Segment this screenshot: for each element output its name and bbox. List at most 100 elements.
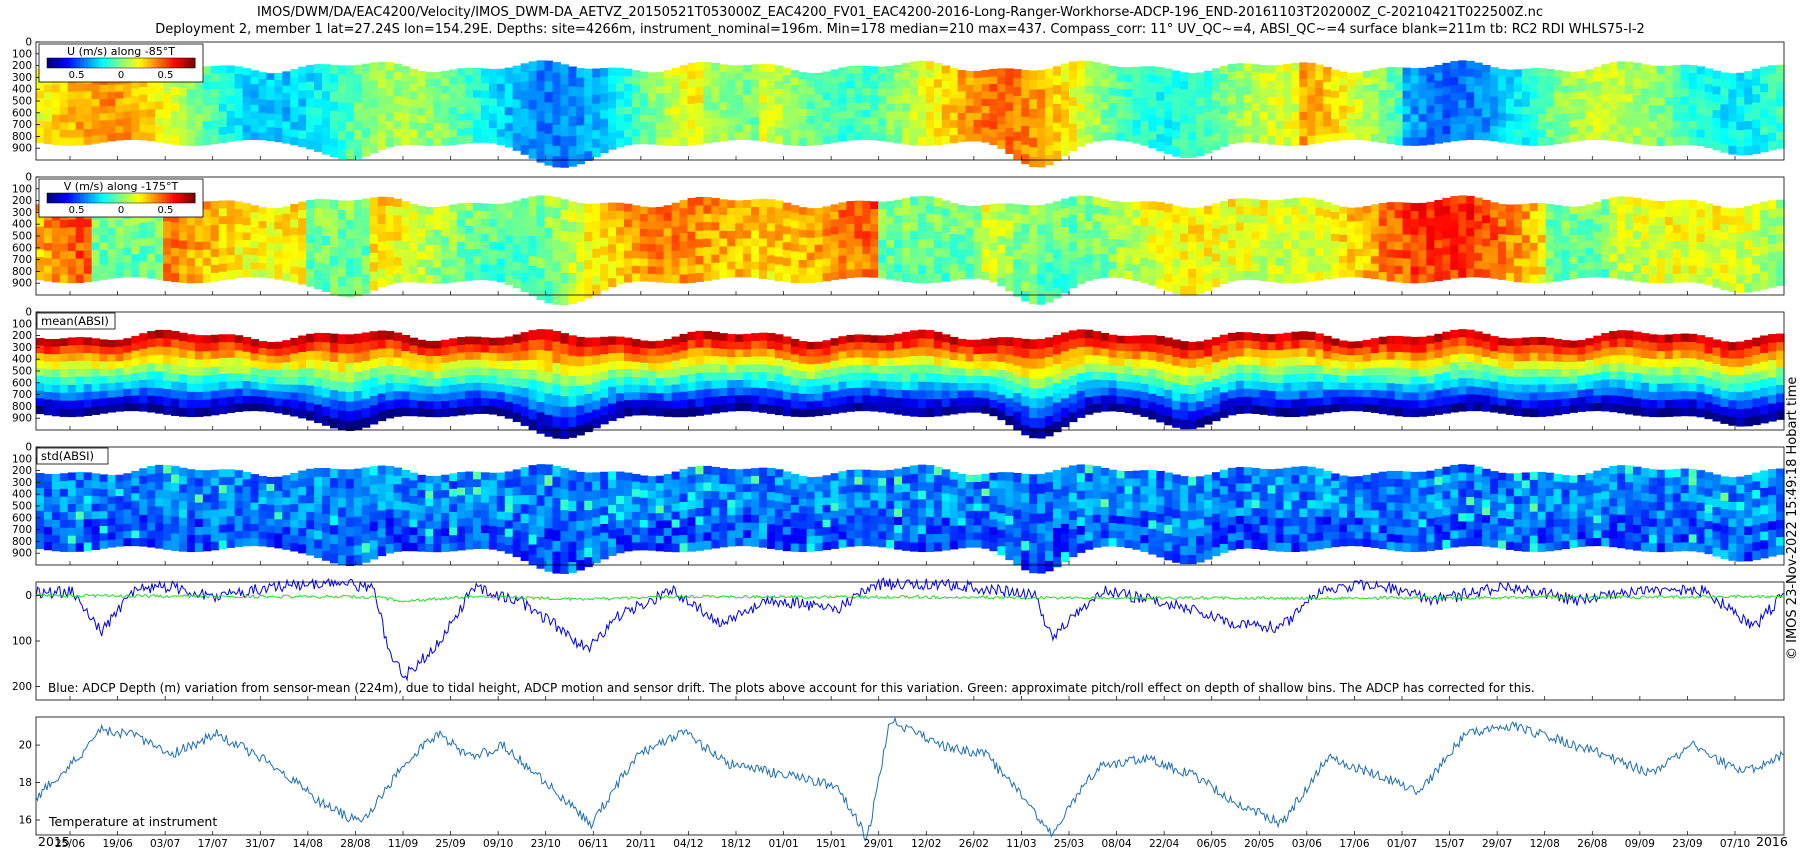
heatmap-cell: [361, 332, 371, 343]
heatmap-cell: [886, 96, 895, 105]
heatmap-cell: [576, 291, 585, 302]
heatmap-cell: [592, 203, 601, 214]
heatmap-cell: [973, 242, 983, 250]
colorbar-swatch: [121, 193, 126, 203]
heatmap-cell: [1005, 93, 1014, 103]
heatmap-cell: [1752, 85, 1761, 95]
heatmap-cell: [1640, 249, 1650, 258]
heatmap-cell: [910, 256, 919, 266]
heatmap-cell: [67, 258, 77, 268]
colorbar-swatch: [124, 193, 129, 203]
heatmap-cell: [99, 346, 109, 355]
heatmap-cell: [465, 82, 474, 91]
heatmap-cell: [1092, 78, 1102, 87]
heatmap-cell: [1124, 126, 1134, 135]
heatmap-cell: [1537, 114, 1547, 123]
heatmap-cell: [67, 408, 77, 418]
heatmap-cell: [512, 226, 522, 237]
heatmap-cell: [337, 362, 347, 374]
heatmap-cell: [1005, 281, 1014, 292]
heatmap-cell: [345, 65, 355, 76]
heatmap-cell: [171, 398, 180, 408]
heatmap-cell: [1426, 201, 1435, 211]
heatmap-cell: [171, 103, 180, 112]
heatmap-cell: [1521, 203, 1531, 213]
heatmap-cell: [186, 137, 196, 146]
heatmap-cell: [242, 254, 252, 263]
heatmap-cell: [353, 130, 363, 141]
colorbar-swatch: [158, 193, 163, 203]
heatmap-cell: [727, 246, 736, 255]
heatmap-cell: [1482, 102, 1491, 111]
heatmap-cell: [377, 214, 387, 225]
heatmap-cell: [997, 203, 1006, 213]
heatmap-cell: [1712, 238, 1722, 247]
heatmap-cell: [1211, 211, 1221, 221]
heatmap-cell: [266, 229, 275, 237]
heatmap-cell: [1490, 255, 1499, 264]
heatmap-cell: [337, 210, 347, 221]
heatmap-cell: [782, 242, 792, 251]
heatmap-cell: [695, 78, 705, 88]
heatmap-cell: [322, 100, 331, 110]
heatmap-cell: [711, 238, 720, 248]
heatmap-cell: [1561, 128, 1571, 136]
heatmap-cell: [1744, 104, 1753, 114]
heatmap-cell: [345, 140, 355, 151]
heatmap-cell: [1521, 114, 1531, 123]
heatmap-cell: [218, 126, 228, 136]
heatmap-cell: [409, 219, 418, 228]
heatmap-cell: [91, 242, 101, 251]
heatmap-cell: [1045, 262, 1054, 273]
heatmap-cell: [139, 238, 148, 247]
heatmap-cell: [258, 403, 268, 412]
heatmap-cell: [393, 136, 403, 146]
heatmap-cell: [1577, 78, 1586, 86]
heatmap-cell: [385, 339, 395, 349]
heatmap-cell: [1394, 74, 1404, 84]
heatmap-cell: [242, 96, 252, 105]
heatmap-cell: [282, 135, 291, 144]
heatmap-cell: [1545, 219, 1555, 228]
heatmap-cell: [1283, 128, 1292, 138]
heatmap-cell: [1339, 78, 1348, 86]
heatmap-cell: [687, 248, 697, 258]
heatmap-cell: [1013, 131, 1022, 142]
heatmap-cell: [147, 85, 156, 95]
heatmap-cell: [1696, 121, 1706, 131]
heatmap-cell: [449, 129, 458, 138]
heatmap-cell: [1100, 230, 1110, 239]
heatmap-cell: [1418, 114, 1428, 123]
colorbar-swatch: [165, 193, 170, 203]
heatmap-cell: [910, 94, 919, 104]
heatmap-cell: [1593, 261, 1602, 270]
heatmap-cell: [1180, 277, 1189, 287]
heatmap-cell: [623, 250, 633, 260]
heatmap-cell: [322, 208, 331, 219]
heatmap-cell: [457, 83, 466, 92]
heatmap-cell: [1704, 99, 1714, 109]
heatmap-cell: [1084, 221, 1094, 231]
heatmap-cell: [989, 99, 998, 108]
heatmap-cell: [941, 88, 951, 98]
heatmap-cell: [894, 223, 903, 233]
heatmap-cell: [743, 246, 752, 255]
heatmap-cell: [1259, 232, 1269, 241]
heatmap-cell: [1021, 291, 1030, 302]
heatmap-cell: [902, 206, 911, 216]
heatmap-cell: [1029, 205, 1038, 216]
heatmap-cell: [592, 257, 601, 268]
heatmap-cell: [1307, 119, 1316, 129]
heatmap-cell: [1537, 106, 1547, 115]
heatmap-cell: [1728, 121, 1737, 131]
heatmap-cell: [425, 229, 434, 238]
heatmap-cell: [1521, 106, 1531, 116]
heatmap-cell: [941, 208, 951, 218]
heatmap-cell: [1283, 120, 1292, 130]
heatmap-cell: [989, 91, 998, 100]
heatmap-cell: [1029, 234, 1038, 246]
heatmap-cell: [1132, 272, 1142, 281]
heatmap-cell: [1196, 284, 1205, 294]
heatmap-cell: [496, 114, 506, 123]
heatmap-cell: [449, 250, 458, 260]
